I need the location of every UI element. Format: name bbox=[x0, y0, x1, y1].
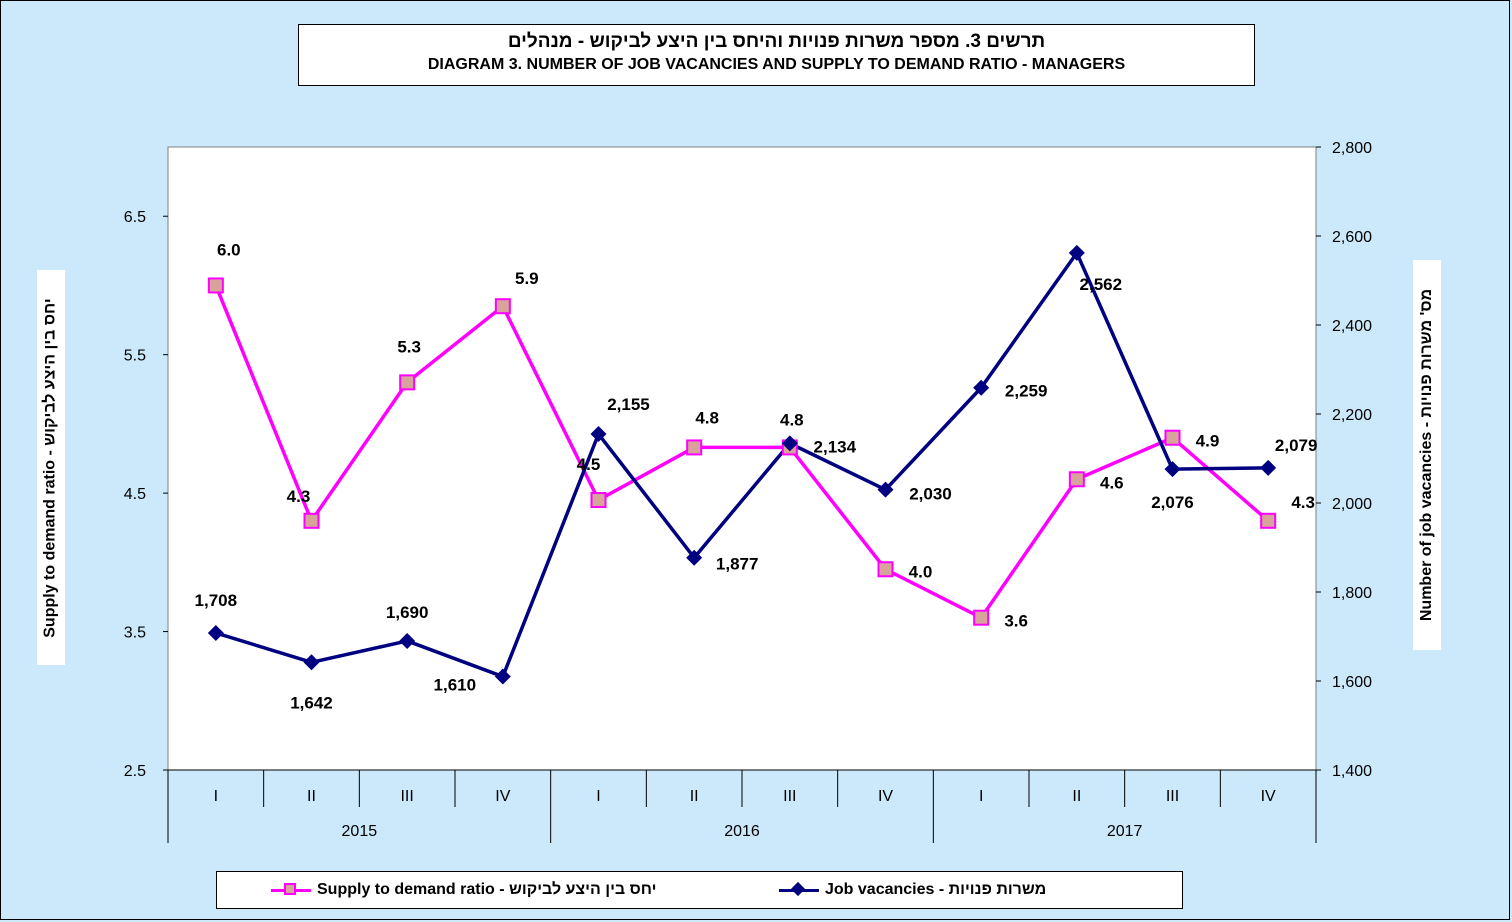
data-point-jobs bbox=[686, 549, 703, 566]
data-point-supply bbox=[973, 609, 990, 626]
series-line-supply bbox=[214, 284, 1270, 620]
data-label-supply: 6.0 bbox=[217, 240, 241, 259]
data-point-jobs bbox=[1068, 244, 1085, 261]
legend-swatch-jobs bbox=[779, 881, 819, 896]
y-right-tick-label: 1,800 bbox=[1332, 585, 1372, 602]
square-marker-icon bbox=[284, 882, 296, 895]
data-point-jobs bbox=[207, 624, 224, 641]
x-tick-label: III bbox=[783, 788, 796, 805]
data-point-supply bbox=[1068, 471, 1085, 488]
y-left-tick-label: 5.5 bbox=[124, 348, 146, 365]
chart-title-hebrew: תרשים 3. מספר משרות פנויות והיחס בין היצ… bbox=[507, 31, 1046, 52]
legend-label-jobs: Job vacancies - משרות פנויות bbox=[825, 881, 1047, 898]
data-label-supply: 4.8 bbox=[780, 410, 804, 429]
data-label-jobs: 1,877 bbox=[716, 555, 759, 574]
x-tick-label: I bbox=[979, 788, 983, 805]
data-label-supply: 4.3 bbox=[287, 487, 311, 506]
y-right-tick-label: 1,600 bbox=[1332, 674, 1372, 691]
legend-label-supply: Supply to demand ratio - יחס בין היצע לב… bbox=[317, 881, 657, 898]
x-tick-label: IV bbox=[1261, 788, 1276, 805]
data-label-jobs: 2,030 bbox=[909, 485, 952, 504]
data-label-jobs: 2,562 bbox=[1080, 275, 1123, 294]
y-right-tick-label: 2,800 bbox=[1332, 140, 1372, 157]
series-line-jobs bbox=[215, 251, 1269, 679]
data-label-jobs: 2,076 bbox=[1151, 493, 1194, 512]
data-point-jobs bbox=[494, 668, 511, 685]
data-point-supply bbox=[1164, 429, 1181, 446]
x-tick-label: II bbox=[690, 788, 699, 805]
data-label-jobs: 2,259 bbox=[1005, 382, 1048, 401]
x-group-label: 2017 bbox=[1107, 823, 1143, 840]
data-point-supply bbox=[1260, 512, 1277, 529]
y-axis-left-label: Supply to demand ratio - יחס בין היצע לב… bbox=[42, 297, 60, 638]
data-point-supply bbox=[303, 512, 320, 529]
x-tick-label: III bbox=[1166, 788, 1179, 805]
data-label-supply: 4.9 bbox=[1196, 432, 1220, 451]
x-tick-label: IV bbox=[878, 788, 893, 805]
plot-area bbox=[167, 146, 1317, 771]
y-left-tick-label: 4.5 bbox=[124, 486, 146, 503]
y-left-tick-label: 6.5 bbox=[124, 209, 146, 226]
y-axis-right-label-box: Number of job vacancies - מס' משרות פנוי… bbox=[1413, 260, 1441, 650]
data-label-jobs: 2,155 bbox=[607, 395, 650, 414]
data-label-supply: 4.3 bbox=[1291, 493, 1315, 512]
data-label-supply: 5.3 bbox=[397, 337, 421, 356]
data-label-jobs: 2,079 bbox=[1275, 436, 1318, 455]
data-point-jobs bbox=[399, 632, 416, 649]
x-group-label: 2015 bbox=[342, 823, 378, 840]
x-tick-label: I bbox=[596, 788, 600, 805]
legend-item-supply: Supply to demand ratio - יחס בין היצע לב… bbox=[271, 880, 656, 900]
legend-swatch-supply bbox=[271, 882, 311, 895]
legend-item-jobs: Job vacancies - משרות פנויות bbox=[779, 880, 1046, 900]
chart-title-box: תרשים 3. מספר משרות פנויות והיחס בין היצ… bbox=[298, 24, 1255, 86]
data-label-jobs: 2,134 bbox=[814, 437, 857, 456]
data-label-supply: 4.0 bbox=[909, 562, 933, 581]
diamond-marker-icon bbox=[790, 881, 806, 896]
x-tick-label: III bbox=[400, 788, 413, 805]
y-right-tick-label: 2,600 bbox=[1332, 229, 1372, 246]
data-point-jobs bbox=[590, 426, 607, 443]
data-point-supply bbox=[494, 298, 511, 315]
data-point-supply bbox=[877, 561, 894, 578]
x-tick-label: II bbox=[307, 788, 316, 805]
data-point-jobs bbox=[781, 435, 798, 452]
y-axis-left-label-box: Supply to demand ratio - יחס בין היצע לב… bbox=[37, 270, 65, 665]
data-label-jobs: 1,610 bbox=[434, 676, 477, 695]
data-point-jobs bbox=[877, 481, 894, 498]
y-right-tick-label: 1,400 bbox=[1332, 763, 1372, 780]
x-tick-label: IV bbox=[495, 788, 510, 805]
data-label-supply: 5.9 bbox=[515, 269, 539, 288]
y-left-tick-label: 2.5 bbox=[124, 763, 146, 780]
data-label-supply: 4.8 bbox=[695, 408, 719, 427]
legend: Supply to demand ratio - יחס בין היצע לב… bbox=[216, 871, 1183, 909]
data-label-jobs: 1,642 bbox=[290, 693, 333, 712]
data-label-supply: 4.5 bbox=[577, 455, 601, 474]
data-point-jobs bbox=[1164, 461, 1181, 478]
y-right-tick-label: 2,000 bbox=[1332, 496, 1372, 513]
x-tick-label: I bbox=[214, 788, 218, 805]
y-left-tick-label: 3.5 bbox=[124, 625, 146, 642]
data-point-jobs bbox=[303, 654, 320, 671]
chart-title-english: DIAGRAM 3. NUMBER OF JOB VACANCIES AND S… bbox=[427, 56, 1126, 73]
data-label-supply: 3.6 bbox=[1004, 612, 1028, 631]
data-point-jobs bbox=[1260, 459, 1277, 476]
x-tick-label: II bbox=[1072, 788, 1081, 805]
data-label-jobs: 1,708 bbox=[195, 591, 238, 610]
data-label-jobs: 1,690 bbox=[386, 603, 429, 622]
data-point-supply bbox=[590, 492, 607, 509]
y-axis-right-label: Number of job vacancies - מס' משרות פנוי… bbox=[1418, 288, 1436, 622]
y-right-tick-label: 2,200 bbox=[1332, 407, 1372, 424]
data-point-supply bbox=[686, 439, 703, 456]
data-label-supply: 4.6 bbox=[1100, 473, 1124, 492]
data-point-supply bbox=[207, 277, 224, 294]
data-point-jobs bbox=[973, 379, 990, 396]
x-group-label: 2016 bbox=[724, 823, 760, 840]
y-right-tick-label: 2,400 bbox=[1332, 318, 1372, 335]
data-point-supply bbox=[399, 374, 416, 391]
